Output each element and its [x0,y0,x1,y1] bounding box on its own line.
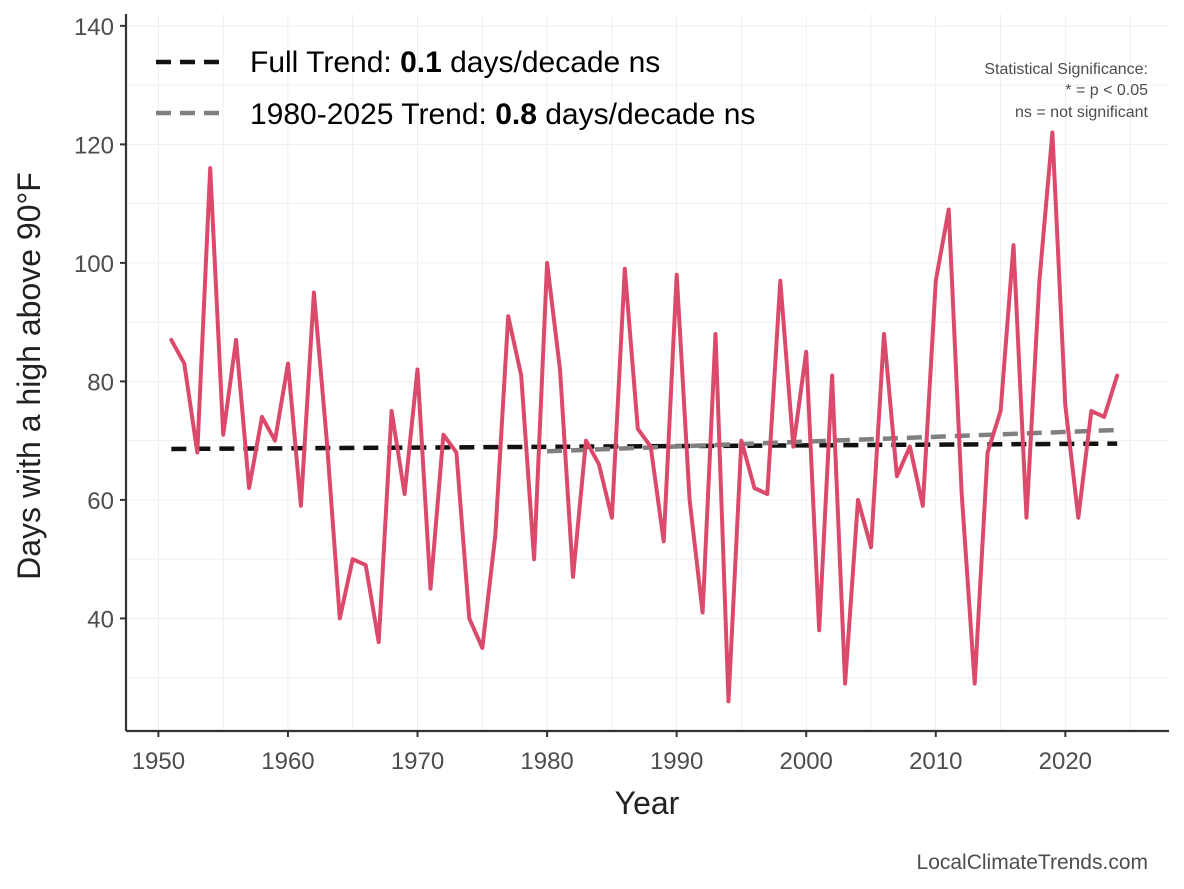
significance-note: Statistical Significance: * = p < 0.05 n… [984,61,1148,121]
x-axis-title: Year [615,785,680,821]
y-tick-label: 120 [74,132,114,159]
y-tick-label: 60 [87,488,114,515]
x-tick-label: 2010 [909,748,962,775]
ticks: 40 60 80 100 120 140 1950 1960 1970 1980 1990 2000 2… [74,14,1092,775]
x-tick-label: 1950 [132,748,185,775]
source-caption: LocalClimateTrends.com [917,851,1148,874]
x-tick-label: 1970 [391,748,444,775]
x-tick-label: 1960 [261,748,314,775]
legend: Full Trend: 0.1 days/decade ns 1980-2025… [156,46,755,131]
y-tick-label: 100 [74,251,114,278]
y-axis-title: Days with a high above 90°F [11,172,47,580]
significance-ns: ns = not significant [1015,104,1149,121]
legend-label-1980-2025-trend: 1980-2025 Trend: 0.8 days/decade ns [250,98,755,131]
legend-label-full-trend: Full Trend: 0.1 days/decade ns [250,46,660,79]
x-tick-label: 2000 [780,748,833,775]
y-tick-label: 140 [74,14,114,41]
x-tick-label: 2020 [1039,748,1092,775]
x-tick-label: 1990 [650,748,703,775]
y-tick-label: 40 [87,606,114,633]
series-line-days-above-90 [169,130,1120,704]
y-tick-label: 80 [87,369,114,396]
data-series [169,130,1120,704]
gridlines [126,14,1169,731]
significance-p-value: * = p < 0.05 [1065,82,1148,99]
significance-title: Statistical Significance: [984,61,1148,78]
axes [124,14,1169,733]
x-tick-label: 1980 [520,748,573,775]
